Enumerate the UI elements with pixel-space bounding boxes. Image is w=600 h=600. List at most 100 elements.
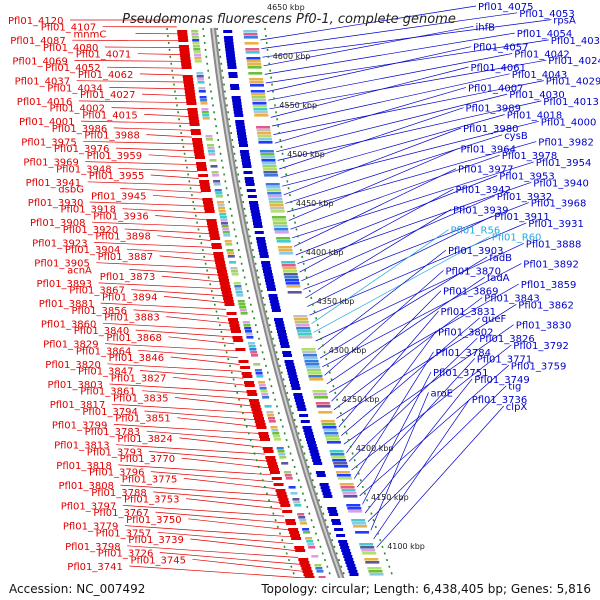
gene-label-reverse[interactable]: Pfl01_3859 (521, 280, 577, 291)
gene-label-reverse[interactable]: aroE (431, 388, 453, 399)
gene-label-forward[interactable]: Pfl01_3908 (30, 218, 86, 229)
gene-label-forward[interactable]: Pfl01_3797 (61, 501, 117, 512)
gene-label-reverse[interactable]: Pfl01_3903 (448, 246, 504, 257)
gene-label-forward[interactable]: Pfl01_3986 (52, 124, 108, 135)
gene-label-reverse[interactable]: Pfl01_4024 (548, 56, 600, 67)
gene-label-forward[interactable]: Pfl01_3827 (111, 373, 167, 384)
gene-label-reverse[interactable]: Pfl01_4061 (471, 63, 527, 74)
gene-label-forward[interactable]: dsbG (58, 185, 84, 196)
gene-label-forward[interactable]: Pfl01_3894 (102, 292, 158, 303)
gene-label-reverse[interactable]: Pfl01_3940 (533, 178, 589, 189)
gene-label-forward[interactable]: Pfl01_3741 (67, 562, 123, 573)
gene-label-reverse[interactable]: Pfl01_4054 (517, 29, 573, 40)
gene-label-reverse[interactable]: Pfl01_3989 (466, 104, 522, 115)
gene-label-forward[interactable]: acnA (67, 265, 92, 276)
gene-label-forward[interactable]: Pfl01_3923 (32, 238, 88, 249)
gene-label-reverse[interactable]: Pfl01_3830 (516, 321, 572, 332)
gene-label-forward[interactable]: Pfl01_3941 (26, 178, 82, 189)
gene-label-forward[interactable]: Pfl01_4002 (50, 104, 106, 115)
gene-label-reverse[interactable]: Pfl01_3784 (436, 348, 492, 359)
gene-label-forward[interactable]: Pfl01_4069 (12, 56, 68, 67)
gene-label-forward[interactable]: Pfl01_3867 (69, 286, 125, 297)
gene-label-reverse[interactable]: Pfl01_3802 (438, 327, 494, 338)
gene-label-forward[interactable]: Pfl01_3861 (80, 387, 136, 398)
gene-label-reverse[interactable]: Pfl01_3759 (511, 361, 567, 372)
gene-label-forward[interactable]: Pfl01_3829 (43, 340, 99, 351)
gene-label-forward[interactable]: Pfl01_3856 (72, 306, 128, 317)
gene-label-forward[interactable]: Pfl01_3860 (41, 319, 97, 330)
gene-label-forward[interactable]: Pfl01_3868 (106, 333, 162, 344)
gene-label-forward[interactable]: Pfl01_3883 (104, 313, 160, 324)
gene-label-reverse[interactable]: Pfl01_3736 (472, 395, 528, 406)
gene-label-forward[interactable]: Pfl01_3847 (78, 367, 134, 378)
gene-label-forward[interactable]: Pfl01_3969 (23, 158, 79, 169)
gene-label-forward[interactable]: Pfl01_3898 (95, 232, 151, 243)
gene-label-forward[interactable]: Pfl01_3726 (98, 549, 154, 560)
gene-label-forward[interactable]: Pfl01_3757 (96, 528, 152, 539)
gene-label-forward[interactable]: Pfl01_3920 (63, 225, 119, 236)
gene-label-reverse[interactable]: Pfl01_4036 (551, 36, 600, 47)
gene-label-forward[interactable]: Pfl01_3955 (89, 171, 145, 182)
gene-label-reverse[interactable]: Pfl01_4075 (478, 2, 534, 13)
gene-label-forward[interactable]: Pfl01_4052 (45, 63, 101, 74)
gene-label-reverse[interactable]: Pfl01_3749 (474, 375, 530, 386)
gene-label-forward[interactable]: Pfl01_4107 (41, 23, 97, 34)
gene-label-reverse[interactable]: Pfl01_R60 (492, 233, 542, 244)
gene-label-reverse[interactable]: Pfl01_3911 (494, 212, 550, 223)
gene-label-forward[interactable]: Pfl01_3905 (34, 259, 90, 270)
gene-label-forward[interactable]: Pfl01_4001 (19, 117, 75, 128)
gene-label-reverse[interactable]: Pfl01_3888 (526, 239, 582, 250)
gene-label-forward[interactable]: Pfl01_4071 (76, 50, 132, 61)
gene-label-forward[interactable]: Pfl01_3770 (120, 454, 176, 465)
gene-label-reverse[interactable]: Pfl01_3931 (528, 219, 584, 230)
gene-label-forward[interactable]: Pfl01_3893 (37, 279, 93, 290)
gene-label-reverse[interactable]: Pfl01_3870 (446, 266, 502, 277)
gene-label-forward[interactable]: Pfl01_3796 (89, 468, 145, 479)
gene-label-reverse[interactable]: cysB (504, 131, 528, 142)
gene-label-reverse[interactable]: ihfB (476, 22, 496, 33)
gene-label-forward[interactable]: Pfl01_3881 (39, 299, 95, 310)
gene-label-reverse[interactable]: Pfl01_4000 (541, 117, 597, 128)
gene-label-forward[interactable]: Pfl01_3851 (115, 414, 171, 425)
gene-label-forward[interactable]: Pfl01_3959 (87, 151, 143, 162)
gene-label-reverse[interactable]: rpsA (553, 16, 576, 27)
gene-label-forward[interactable]: Pfl01_3794 (82, 407, 138, 418)
gene-label-forward[interactable]: Pfl01_4027 (80, 90, 136, 101)
gene-label-forward[interactable]: Pfl01_3975 (21, 137, 77, 148)
gene-label-forward[interactable]: Pfl01_3767 (93, 508, 149, 519)
gene-label-forward[interactable]: Pfl01_3904 (65, 245, 121, 256)
gene-label-reverse[interactable]: Pfl01_3826 (479, 334, 535, 345)
gene-label-forward[interactable]: Pfl01_3840 (74, 326, 130, 337)
gene-label-forward[interactable]: Pfl01_3793 (87, 447, 143, 458)
gene-label-reverse[interactable]: Pfl01_3978 (502, 151, 558, 162)
gene-label-reverse[interactable]: Pfl01_3892 (523, 260, 579, 271)
gene-label-reverse[interactable]: Pfl01_4042 (514, 50, 570, 61)
gene-label-forward[interactable]: Pfl01_3846 (109, 353, 165, 364)
gene-label-reverse[interactable]: Pfl01_3939 (453, 205, 509, 216)
gene-label-reverse[interactable]: fadB (489, 253, 512, 264)
gene-label-forward[interactable]: Pfl01_3988 (84, 131, 140, 142)
gene-label-forward[interactable]: Pfl01_3818 (56, 461, 112, 472)
gene-label-forward[interactable]: Pfl01_3775 (122, 474, 178, 485)
gene-label-reverse[interactable]: Pfl01_4029 (546, 77, 600, 88)
gene-label-reverse[interactable]: Pfl01_4030 (509, 90, 565, 101)
gene-label-forward[interactable]: Pfl01_3835 (113, 394, 169, 405)
gene-label-reverse[interactable]: Pfl01_4018 (507, 111, 563, 122)
gene-label-forward[interactable]: Pfl01_3864 (76, 346, 132, 357)
gene-label-reverse[interactable]: Pfl01_R56 (451, 226, 501, 237)
gene-label-forward[interactable]: Pfl01_3808 (59, 481, 115, 492)
gene-label-reverse[interactable]: Pfl01_3751 (433, 368, 489, 379)
gene-label-forward[interactable]: Pfl01_3930 (28, 198, 84, 209)
gene-label-reverse[interactable]: Pfl01_3968 (531, 199, 587, 210)
gene-label-forward[interactable]: Pfl01_3779 (63, 522, 119, 533)
gene-label-reverse[interactable]: Pfl01_4007 (468, 83, 524, 94)
gene-label-reverse[interactable]: Pfl01_3843 (484, 294, 540, 305)
gene-label-forward[interactable]: Pfl01_3887 (98, 252, 154, 263)
gene-label-forward[interactable]: Pfl01_3799 (52, 420, 108, 431)
gene-label-reverse[interactable]: Pfl01_4043 (512, 70, 568, 81)
gene-label-forward[interactable]: Pfl01_4080 (43, 43, 99, 54)
gene-label-reverse[interactable]: Pfl01_3771 (477, 355, 533, 366)
gene-label-forward[interactable]: Pfl01_3820 (45, 360, 101, 371)
gene-label-reverse[interactable]: Pfl01_3792 (513, 341, 569, 352)
